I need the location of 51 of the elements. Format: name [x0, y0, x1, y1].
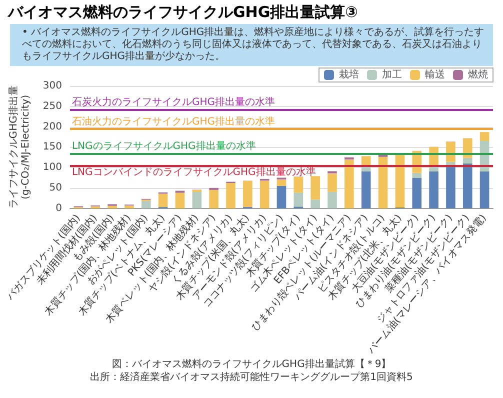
- bar: [412, 172, 422, 178]
- legend-label: 加工: [382, 68, 402, 80]
- bar: [328, 192, 337, 208]
- bar: [108, 206, 117, 208]
- y-tick-label: 250: [42, 100, 62, 112]
- bar: [462, 163, 472, 208]
- chart-title: バイオマス燃料のライフサイクルGHG排出量試算③: [6, 2, 359, 23]
- bar: [209, 190, 218, 208]
- bar: [361, 171, 371, 208]
- text: 図：バイオマス燃料のライフサイクルGHG排出量試算【＊9】: [110, 358, 392, 371]
- bar: [226, 183, 236, 208]
- bar: [124, 205, 134, 208]
- y-tick-label: 200: [42, 121, 62, 132]
- y-tick-label: 0: [56, 202, 62, 214]
- bar: [480, 132, 490, 142]
- bar: [446, 166, 456, 208]
- bar: [429, 171, 438, 208]
- y-tick-label: 150: [42, 142, 62, 153]
- bar: [158, 194, 168, 208]
- ref-line-label: LNGコンバインドのライフサイクルGHG排出量の水準: [72, 166, 316, 178]
- y-axis-title: ライフサイクルGHG排出量 (g-CO₂/MJ-Electricity): [8, 86, 32, 209]
- bar: [480, 171, 490, 208]
- bar: [328, 173, 337, 192]
- bar: [141, 200, 151, 208]
- bar: [412, 178, 422, 208]
- bar: [344, 159, 354, 208]
- y-tick-label: 50: [49, 182, 62, 194]
- ref-line-label: 石炭火力のライフサイクルGHG排出量の水準: [72, 96, 276, 108]
- bar: [294, 176, 304, 192]
- bar: [276, 186, 286, 208]
- y-tick-label: 100: [42, 162, 62, 174]
- bar: [192, 192, 202, 208]
- text: 出所：経済産業省バイオマス持続可能性ワーキンググループ第1回資料5: [89, 371, 414, 384]
- bar: [462, 158, 472, 164]
- y-tick-label: 300: [42, 80, 62, 92]
- bar: [294, 192, 304, 207]
- bar: [310, 199, 320, 208]
- bar: [446, 141, 456, 162]
- bar: [243, 180, 252, 208]
- bar: [310, 176, 320, 200]
- bar: [276, 179, 286, 186]
- bar: [175, 192, 185, 208]
- legend-label: 燃焼: [468, 68, 488, 80]
- ref-line-label: LNGのライフサイクルGHG排出量の水準: [72, 140, 256, 152]
- chart-subtitle: • バイオマス燃料のライフサイクルGHG排出量は、燃料や原産地により様々であるが、試算を行ったすべての燃料において、化石燃料のうち同じ固体又は液体であって、代替対象である、石炭又は石油よりもライフサイクルGHG排出量が少なかった。: [10, 24, 493, 66]
- legend-label: 栽培: [339, 68, 359, 80]
- bar: [378, 156, 388, 208]
- bar: [260, 180, 270, 208]
- bar: [395, 154, 405, 208]
- legend-label: 輸送: [425, 68, 445, 80]
- ref-line-label: 石油火力のライフサイクルGHG排出量の水準: [72, 115, 276, 128]
